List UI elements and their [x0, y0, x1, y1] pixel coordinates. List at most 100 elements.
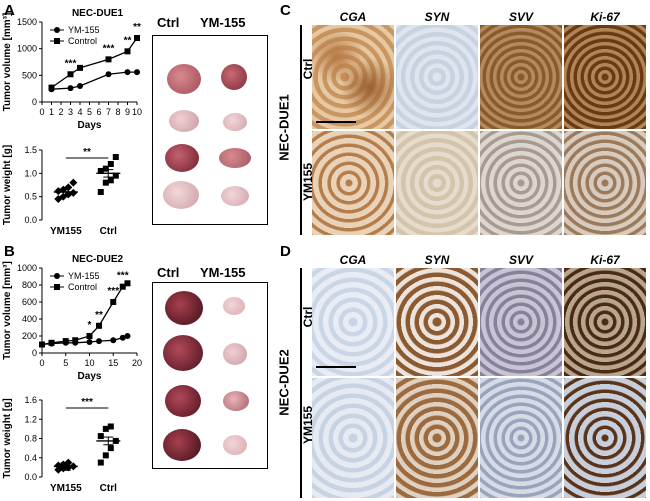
data-point [86, 338, 93, 345]
y-tick-label: 0 [32, 348, 37, 358]
x-tick-label: 4 [77, 107, 82, 117]
tumor-ym [223, 297, 245, 315]
data-point [86, 333, 93, 339]
data-point [48, 339, 55, 346]
ihc-d-col-ki67: Ki-67 [590, 253, 620, 267]
tumor-ctrl [163, 335, 203, 371]
ihc-tile-c-ctrl-ki67 [564, 25, 646, 129]
significance-label: ** [83, 147, 91, 158]
tumor-ctrl [167, 64, 201, 94]
ihc-d-col-cga: CGA [339, 253, 367, 267]
data-point [124, 333, 131, 339]
data-point [59, 192, 68, 201]
y-tick-label: 0.0 [24, 215, 37, 225]
y-axis-label: Tumor volume [mm³] [2, 13, 13, 112]
category-label: YM155 [50, 483, 82, 494]
data-point [102, 165, 109, 172]
data-point [96, 322, 102, 329]
tumor-ctrl [165, 144, 199, 172]
data-point [96, 338, 102, 345]
x-tick-label: 10 [84, 358, 94, 368]
scale-bar [316, 121, 356, 123]
data-point [107, 423, 114, 430]
ihc-c-cell-line: NEC-DUE1 [276, 94, 292, 161]
ihc-tile-c-ctrl-svv [480, 25, 562, 129]
y-tick-label: 800 [22, 280, 37, 290]
y-tick-label: 1500 [17, 17, 37, 27]
tumor-photo-box-bottom [152, 282, 268, 469]
data-point [105, 71, 112, 78]
scale-bar [316, 366, 356, 368]
y-tick-label: 1000 [17, 263, 37, 273]
data-point [124, 69, 131, 76]
legend-label: YM-155 [68, 271, 100, 281]
data-point [97, 189, 104, 195]
data-point [69, 178, 78, 187]
tumor-top-ym-label: YM-155 [200, 15, 246, 30]
y-tick-label: 1.5 [24, 145, 37, 155]
significance-label: * [88, 320, 92, 331]
ihc-tile-c-ym-cga [312, 131, 394, 235]
data-point [110, 337, 117, 344]
ihc-tile-c-ym-svv [480, 131, 562, 235]
x-axis-label: Days [78, 371, 102, 382]
data-point [107, 177, 114, 184]
data-point [102, 179, 109, 186]
y-tick-label: 1.2 [24, 414, 37, 424]
tumor-ctrl [165, 385, 201, 417]
data-point [119, 283, 126, 290]
significance-label: ** [133, 22, 141, 33]
tumor-ym [223, 391, 249, 411]
ihc-tile-d-ym-ki67 [564, 378, 646, 498]
tumor-top-ctrl-label: Ctrl [157, 15, 180, 30]
ihc-d-cell-line: NEC-DUE2 [276, 349, 292, 416]
ihc-tile-d-ym-cga [312, 378, 394, 498]
tumor-ctrl [163, 181, 199, 209]
ihc-tile-c-ym-syn [396, 131, 478, 235]
ihc-c-col-cga: CGA [339, 10, 367, 24]
chart-title: NEC-DUE2 [72, 254, 124, 265]
data-point [134, 69, 140, 76]
category-label: Ctrl [100, 226, 117, 237]
tumor-ctrl [169, 110, 199, 132]
tumor-bottom-ctrl-label: Ctrl [157, 265, 180, 280]
legend-marker [54, 38, 60, 44]
significance-label: ** [124, 35, 132, 46]
tumor-ym [223, 435, 247, 455]
tumor-photo-box-top [152, 35, 268, 225]
ihc-tile-c-ctrl-syn [396, 25, 478, 129]
panel-letter-c: C [280, 2, 291, 19]
ihc-c-col-ki67: Ki-67 [590, 10, 620, 24]
legend-label: Control [68, 282, 97, 292]
data-point [134, 35, 140, 41]
data-point [124, 280, 131, 287]
significance-label: ** [95, 310, 103, 321]
panel-letter-a: A [4, 2, 15, 19]
x-tick-label: 20 [132, 358, 142, 368]
data-point [54, 461, 63, 470]
data-point [77, 83, 83, 89]
legend-marker [54, 284, 60, 290]
panel-letter-b: B [4, 243, 15, 260]
category-label: Ctrl [100, 483, 117, 494]
ihc-tile-c-ym-ki67 [564, 131, 646, 235]
tumor-ctrl [165, 291, 203, 325]
tumor-ym [221, 64, 247, 90]
x-tick-label: 15 [108, 358, 118, 368]
y-tick-label: 0 [32, 97, 37, 107]
series-line [51, 71, 137, 90]
legend-label: Control [68, 36, 97, 46]
ihc-c-divider [300, 25, 302, 235]
data-point [77, 64, 83, 71]
tumor-ym [223, 113, 247, 131]
data-point [72, 337, 79, 344]
y-tick-label: 1000 [17, 44, 37, 54]
y-tick-label: 500 [22, 70, 37, 80]
chart-title: NEC-DUE1 [72, 8, 124, 19]
x-tick-label: 0 [39, 358, 44, 368]
data-point [97, 459, 104, 466]
tumor-bottom-ym-label: YM-155 [200, 265, 246, 280]
data-point [124, 48, 131, 55]
category-label: YM155 [50, 226, 82, 237]
